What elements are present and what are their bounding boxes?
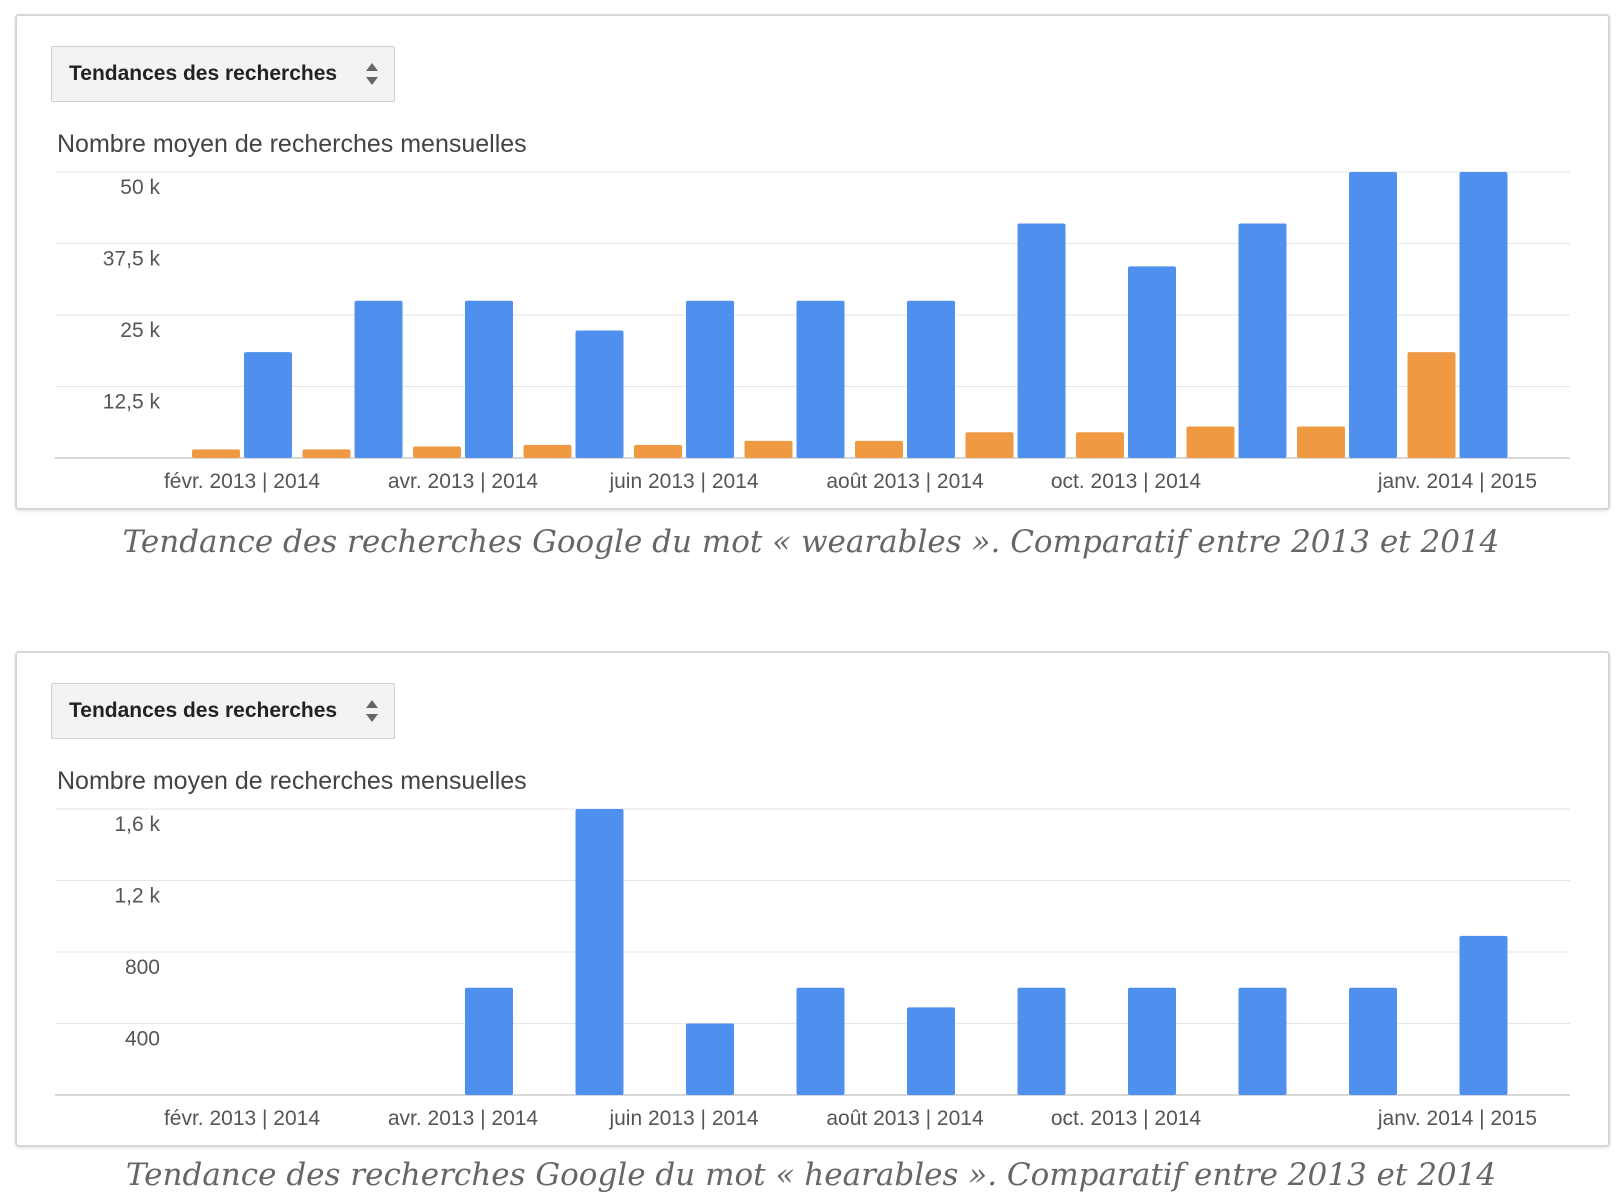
bar [1349, 172, 1397, 458]
trends-dropdown[interactable]: Tendances des recherches [51, 683, 395, 739]
bar [965, 432, 1014, 458]
chart-panel-hearables: Tendances des recherches Nombre moyen de… [15, 651, 1610, 1147]
bar [192, 449, 240, 458]
bar [1459, 172, 1508, 458]
bar [1186, 426, 1235, 458]
y-tick-label: 25 k [120, 319, 160, 342]
x-tick-label: juin 2013 | 2014 [608, 470, 758, 493]
chart-caption-hearables: Tendance des recherches Google du mot « … [125, 1157, 1497, 1193]
bar [796, 300, 845, 458]
bar [1297, 426, 1345, 458]
trends-dropdown-label: Tendances des recherches [69, 62, 338, 85]
chart-title: Nombre moyen de recherches mensuelles [57, 130, 527, 158]
bar [1407, 352, 1456, 458]
bar [744, 440, 793, 458]
trends-dropdown-label: Tendances des recherches [69, 699, 338, 722]
x-tick-label: avr. 2013 | 2014 [388, 470, 539, 493]
bar [354, 300, 403, 458]
trends-dropdown[interactable]: Tendances des recherches [51, 46, 395, 102]
bar [1076, 432, 1124, 458]
x-tick-label: févr. 2013 | 2014 [164, 470, 320, 493]
bar-chart-wearables: 50 k 37,5 k 25 k 12,5 k févr. 2013 | 2014 avr… [55, 171, 1570, 493]
bar [413, 446, 461, 458]
chart-caption-wearables: Tendance des recherches Google du mot « … [122, 524, 1500, 560]
bar [1017, 223, 1066, 458]
y-tick-label: 50 k [120, 176, 160, 199]
bar [686, 300, 734, 458]
bar [634, 444, 682, 458]
bar [523, 444, 572, 458]
x-tick-label: août 2013 | 2014 [826, 470, 984, 493]
y-tick-label: 12,5 k [103, 391, 161, 414]
x-tick-label: janv. 2014 | 2015 [1377, 470, 1537, 493]
bar [302, 449, 351, 458]
sort-arrows-icon [366, 700, 378, 722]
x-tick-label: oct. 2013 | 2014 [1051, 470, 1202, 493]
sort-arrows-icon [366, 63, 378, 85]
chart-title: Nombre moyen de recherches mensuelles [57, 767, 527, 795]
bar [1238, 223, 1287, 458]
bar [244, 352, 292, 458]
bar [465, 300, 513, 458]
bar [855, 440, 903, 458]
bar [907, 300, 955, 458]
bar [575, 330, 624, 458]
y-tick-label: 37,5 k [103, 248, 161, 271]
bar [1128, 266, 1176, 458]
